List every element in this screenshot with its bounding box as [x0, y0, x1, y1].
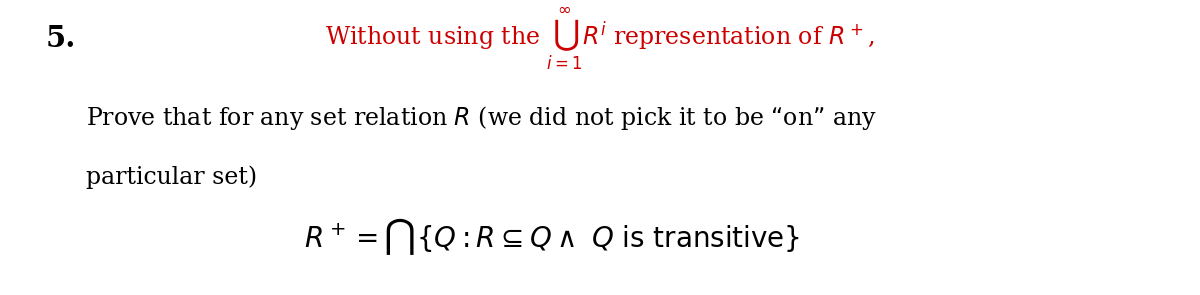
Text: Prove that for any set relation $R$ (we did not pick it to be “on” any: Prove that for any set relation $R$ (we … — [86, 104, 877, 132]
Text: particular set): particular set) — [86, 165, 258, 189]
Text: $R^+ = \bigcap\left\{Q : R \subseteq Q \wedge\ Q \text{ is transitive}\right\}$: $R^+ = \bigcap\left\{Q : R \subseteq Q \… — [304, 216, 800, 257]
Text: 5.: 5. — [46, 24, 76, 53]
Text: Without using the $\bigcup_{i=1}^{\infty} R^i$ representation of $R^+$,: Without using the $\bigcup_{i=1}^{\infty… — [325, 5, 875, 72]
